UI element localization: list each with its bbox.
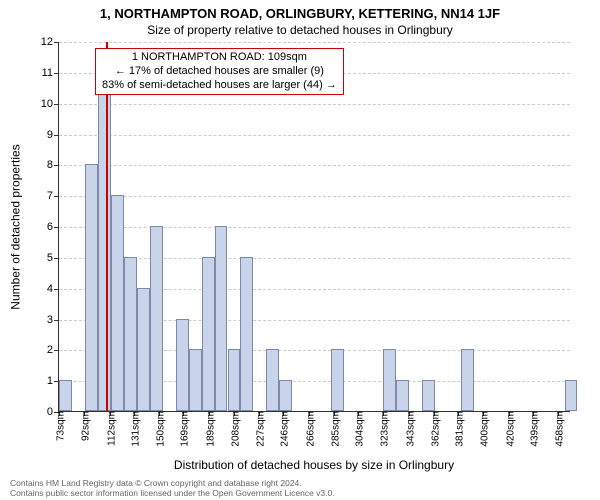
- y-tick-mark: [54, 258, 59, 259]
- x-tick-label: 323sqm: [376, 411, 391, 447]
- plot-area: 012345678910111273sqm92sqm112sqm131sqm15…: [58, 42, 570, 412]
- histogram-bar: [331, 349, 344, 411]
- histogram-bar: [59, 380, 72, 411]
- x-tick-label: 227sqm: [251, 411, 266, 447]
- histogram-bar: [202, 257, 215, 411]
- y-tick-mark: [54, 196, 59, 197]
- x-tick-label: 285sqm: [326, 411, 341, 447]
- gridline: [59, 135, 570, 136]
- histogram-bar: [461, 349, 474, 411]
- gridline: [59, 227, 570, 228]
- y-tick-mark: [54, 289, 59, 290]
- histogram-bar: [215, 226, 228, 411]
- chart-title: 1, NORTHAMPTON ROAD, ORLINGBURY, KETTERI…: [0, 0, 600, 21]
- histogram-bar: [396, 380, 409, 411]
- histogram-bar: [85, 164, 98, 411]
- x-tick-label: 150sqm: [151, 411, 166, 447]
- y-tick-mark: [54, 104, 59, 105]
- annotation-box: 1 NORTHAMPTON ROAD: 109sqm ← 17% of deta…: [95, 48, 344, 95]
- gridline: [59, 42, 570, 43]
- gridline: [59, 104, 570, 105]
- x-tick-label: 169sqm: [176, 411, 191, 447]
- histogram-bar: [565, 380, 578, 411]
- y-tick-mark: [54, 350, 59, 351]
- y-tick-mark: [54, 73, 59, 74]
- histogram-bar: [189, 349, 202, 411]
- x-tick-label: 458sqm: [551, 411, 566, 447]
- x-tick-label: 420sqm: [501, 411, 516, 447]
- x-tick-label: 266sqm: [302, 411, 317, 447]
- footnote: Contains HM Land Registry data © Crown c…: [10, 479, 335, 498]
- x-tick-label: 400sqm: [475, 411, 490, 447]
- histogram-bar: [111, 195, 124, 411]
- x-tick-label: 304sqm: [351, 411, 366, 447]
- x-tick-label: 362sqm: [426, 411, 441, 447]
- y-axis-label: Number of detached properties: [8, 42, 24, 412]
- y-tick-mark: [54, 135, 59, 136]
- x-tick-label: 439sqm: [526, 411, 541, 447]
- x-tick-label: 189sqm: [202, 411, 217, 447]
- x-tick-label: 343sqm: [401, 411, 416, 447]
- gridline: [59, 196, 570, 197]
- x-tick-label: 246sqm: [276, 411, 291, 447]
- x-tick-label: 131sqm: [127, 411, 142, 447]
- x-axis-label: Distribution of detached houses by size …: [58, 458, 570, 472]
- histogram-bar: [124, 257, 137, 411]
- histogram-bar: [98, 72, 111, 411]
- annot-line: ← 17% of detached houses are smaller (9): [102, 65, 337, 79]
- histogram-bar: [150, 226, 163, 411]
- y-tick-mark: [54, 320, 59, 321]
- y-tick-mark: [54, 227, 59, 228]
- histogram-bar: [279, 380, 292, 411]
- histogram-bar: [228, 349, 241, 411]
- histogram-bar: [240, 257, 253, 411]
- histogram-bar: [137, 288, 150, 411]
- chart-subtitle: Size of property relative to detached ho…: [0, 21, 600, 37]
- annot-line: 83% of semi-detached houses are larger (…: [102, 79, 337, 93]
- x-tick-label: 381sqm: [451, 411, 466, 447]
- histogram-bar: [422, 380, 435, 411]
- histogram-bar: [266, 349, 279, 411]
- x-tick-label: 112sqm: [102, 411, 117, 446]
- x-tick-label: 208sqm: [226, 411, 241, 447]
- y-tick-mark: [54, 42, 59, 43]
- histogram-bar: [383, 349, 396, 411]
- histogram-chart: 012345678910111273sqm92sqm112sqm131sqm15…: [58, 42, 570, 412]
- y-tick-mark: [54, 165, 59, 166]
- x-tick-label: 73sqm: [52, 411, 67, 441]
- annot-line: 1 NORTHAMPTON ROAD: 109sqm: [102, 51, 337, 65]
- x-tick-label: 92sqm: [76, 411, 91, 441]
- histogram-bar: [176, 319, 189, 412]
- property-marker-line: [106, 42, 108, 411]
- gridline: [59, 165, 570, 166]
